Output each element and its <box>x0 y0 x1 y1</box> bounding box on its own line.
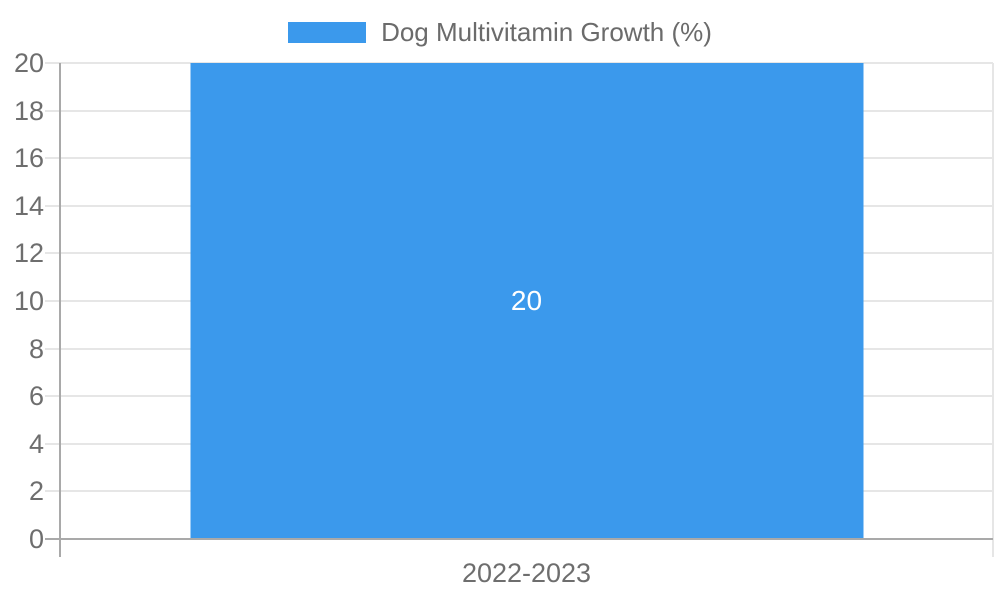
x-tick-label-2022-2023: 2022-2023 <box>461 558 592 588</box>
y-tick-label-20: 20 <box>13 48 44 78</box>
y-tick-label-6: 6 <box>28 381 44 412</box>
legend[interactable]: Dog Multivitamin Growth (%) <box>0 17 1000 47</box>
y-tick-label-2: 2 <box>28 476 44 507</box>
plot-right-border <box>992 63 994 557</box>
legend-label: Dog Multivitamin Growth (%) <box>381 17 712 47</box>
x-axis-line <box>45 538 993 540</box>
y-tick-label-10: 10 <box>13 286 44 316</box>
bar-value-label: 20 <box>510 285 543 316</box>
y-tick-label-18: 18 <box>13 95 44 126</box>
y-tick-label-4: 4 <box>28 428 44 459</box>
y-tick-label-14: 14 <box>13 190 44 221</box>
plot-area: 20 <box>45 62 994 557</box>
y-tick-label-12: 12 <box>13 238 44 269</box>
y-axis-line <box>59 63 61 557</box>
legend-swatch <box>288 21 367 43</box>
bar-2022-2023[interactable]: 20 <box>190 63 863 539</box>
y-tick-label-8: 8 <box>28 333 44 364</box>
y-tick-label-0: 0 <box>28 524 44 554</box>
y-tick-label-16: 16 <box>13 143 44 174</box>
